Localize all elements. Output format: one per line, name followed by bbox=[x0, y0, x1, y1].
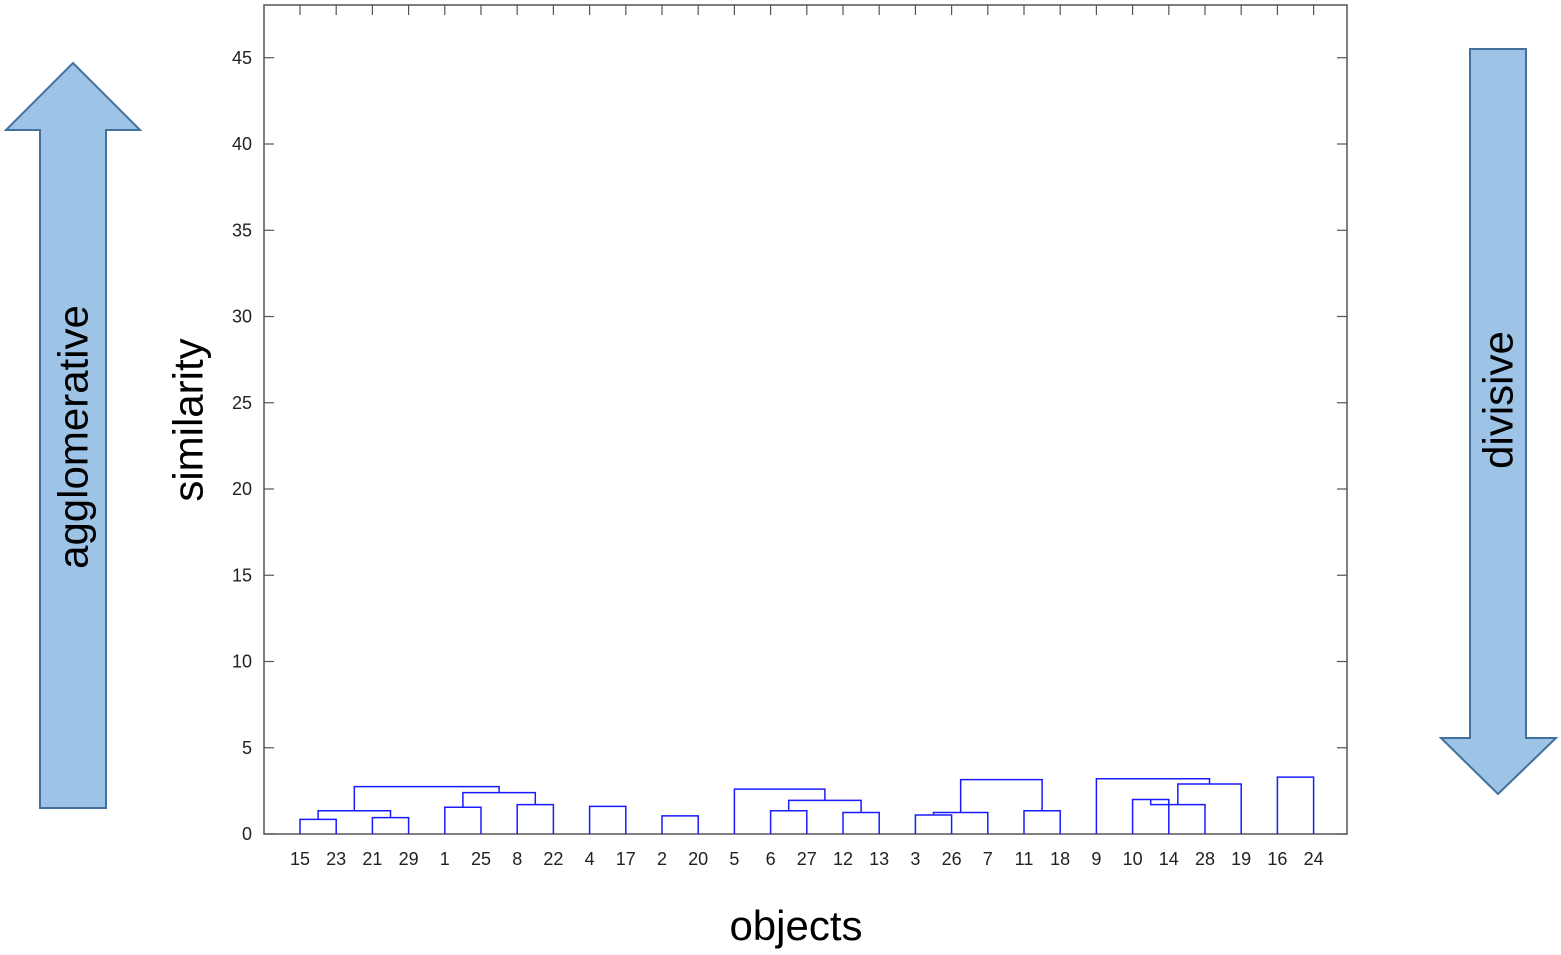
divisive-label: divisive bbox=[1475, 331, 1522, 469]
x-tick-label: 25 bbox=[471, 849, 491, 869]
y-tick-label: 35 bbox=[232, 220, 252, 240]
dendrogram-link bbox=[371, 816, 410, 834]
dendrogram-link bbox=[317, 809, 392, 820]
x-tick-label: 4 bbox=[585, 849, 595, 869]
x-tick-label: 2 bbox=[657, 849, 667, 869]
y-tick-label: 40 bbox=[232, 134, 252, 154]
x-tick-label: 15 bbox=[290, 849, 310, 869]
y-tick-label: 10 bbox=[232, 652, 252, 672]
x-tick-label: 21 bbox=[362, 849, 382, 869]
x-tick-label: 20 bbox=[688, 849, 708, 869]
x-tick-label: 12 bbox=[833, 849, 853, 869]
y-tick-label: 30 bbox=[232, 307, 252, 327]
x-tick-label: 13 bbox=[869, 849, 889, 869]
x-tick-label: 24 bbox=[1304, 849, 1324, 869]
dendrogram-tree bbox=[299, 776, 1315, 834]
dendrogram-link bbox=[932, 811, 989, 834]
x-tick-label: 27 bbox=[797, 849, 817, 869]
x-tick-label: 5 bbox=[729, 849, 739, 869]
x-tick-label: 23 bbox=[326, 849, 346, 869]
agglomerative-label: agglomerative bbox=[50, 305, 97, 569]
x-tick-label: 29 bbox=[399, 849, 419, 869]
plot-area-frame bbox=[263, 4, 1348, 835]
agglomerative-arrow: agglomerative bbox=[3, 61, 143, 809]
x-tick-label: 9 bbox=[1091, 849, 1101, 869]
x-tick-label: 6 bbox=[766, 849, 776, 869]
dendrogram-link bbox=[661, 815, 699, 834]
y-tick-label: 25 bbox=[232, 393, 252, 413]
dendrogram-link bbox=[842, 811, 880, 834]
dendrogram-link bbox=[1023, 809, 1061, 834]
x-tick-label: 17 bbox=[616, 849, 636, 869]
x-tick-label: 14 bbox=[1159, 849, 1179, 869]
y-tick-label: 45 bbox=[232, 48, 252, 68]
x-tick-label: 8 bbox=[512, 849, 522, 869]
x-axis-ticks: 15 23 21 29 1 25 8 22 4 17 2 20 5 6 27 12 13 3 26 7 11 18 9 10 1… bbox=[290, 5, 1324, 869]
y-axis-ticks: 0 5 10 15 20 25 30 35 40 45 bbox=[232, 48, 1347, 844]
dendrogram-link bbox=[1177, 783, 1242, 834]
dendrogram-link bbox=[769, 809, 808, 834]
y-tick-label: 0 bbox=[242, 824, 252, 844]
x-tick-label: 1 bbox=[440, 849, 450, 869]
x-tick-label: 10 bbox=[1123, 849, 1143, 869]
divisive-arrow-shape bbox=[1438, 48, 1559, 796]
y-axis-title: similarity bbox=[165, 338, 212, 501]
y-tick-label: 15 bbox=[232, 565, 252, 585]
agglomerative-arrow-shape bbox=[3, 61, 143, 809]
dendrogram-link bbox=[588, 805, 627, 834]
x-tick-label: 3 bbox=[910, 849, 920, 869]
dendrogram-link bbox=[959, 778, 1043, 813]
dendrogram-link bbox=[914, 814, 953, 834]
x-tick-label: 11 bbox=[1015, 849, 1034, 869]
x-tick-label: 19 bbox=[1231, 849, 1251, 869]
x-axis-title: objects bbox=[729, 902, 862, 949]
x-tick-label: 18 bbox=[1050, 849, 1070, 869]
x-tick-label: 28 bbox=[1195, 849, 1215, 869]
y-tick-label: 5 bbox=[242, 738, 252, 758]
x-tick-label: 7 bbox=[983, 849, 993, 869]
dendrogram-link bbox=[1095, 778, 1211, 834]
dendrogram-link bbox=[516, 803, 555, 834]
x-tick-label: 26 bbox=[942, 849, 962, 869]
dendrogram-link bbox=[1276, 776, 1315, 834]
dendrogram-link bbox=[299, 818, 337, 834]
dendrogram-link bbox=[353, 785, 500, 811]
x-tick-label: 22 bbox=[543, 849, 563, 869]
dendrogram-link bbox=[444, 806, 482, 834]
dendrogram-link bbox=[733, 788, 826, 834]
y-tick-label: 20 bbox=[232, 479, 252, 499]
divisive-arrow: divisive bbox=[1438, 48, 1559, 796]
x-tick-label: 16 bbox=[1267, 849, 1287, 869]
